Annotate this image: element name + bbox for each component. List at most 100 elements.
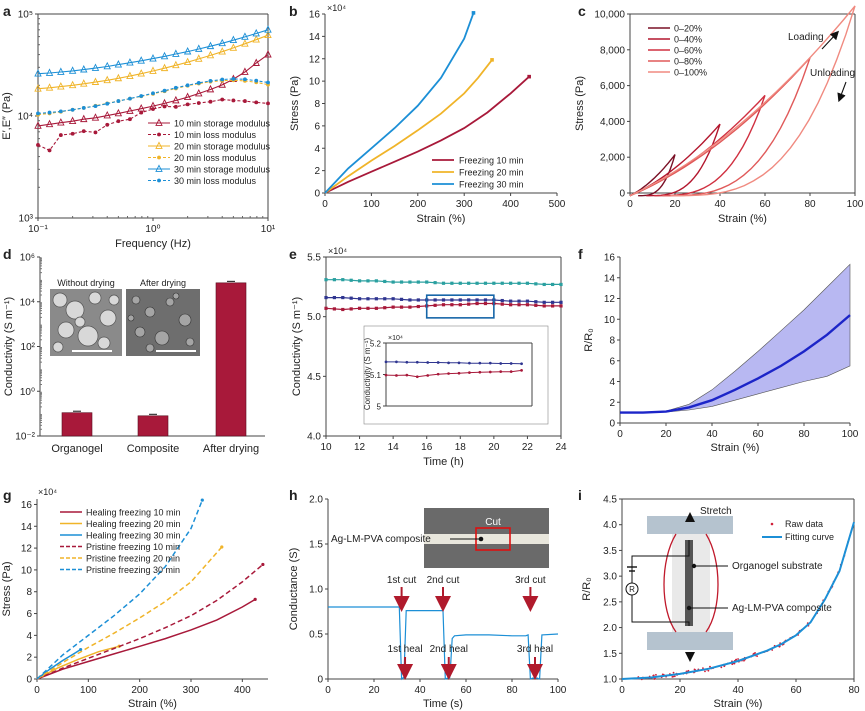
data-point [509, 370, 513, 374]
data-point-triangle [172, 60, 180, 69]
legend-label: 20 min loss modulus [174, 153, 257, 163]
data-point-square [483, 301, 488, 306]
data-point-square [341, 295, 345, 300]
y-tick-label: 1.0 [309, 585, 323, 596]
data-point-square [441, 281, 446, 285]
data-point [185, 102, 190, 107]
y-tick-label: 0 [317, 675, 323, 686]
data-point-square [559, 304, 563, 308]
data-point-square [374, 306, 378, 310]
y-tick-label: 5.5 [307, 253, 321, 264]
data-point [499, 370, 503, 374]
x-axis-label: Strain (%) [714, 698, 763, 710]
data-point-square [534, 303, 538, 307]
raw-data-point [673, 675, 676, 678]
panel-letter-i: i [578, 487, 582, 503]
data-point-triangle [229, 35, 238, 44]
data-point-square [374, 279, 378, 283]
data-point [415, 360, 419, 364]
data-point [93, 130, 98, 135]
x-tick-label: 40 [714, 199, 726, 210]
inset-chart: 5 5.1 5.2 ×10⁴ Conductivity (S m⁻¹) [363, 325, 549, 425]
y-tick-label: 3.0 [603, 572, 617, 583]
x-tick-label: 10¹ [261, 224, 276, 235]
data-point [81, 106, 86, 110]
legend-label: 20 min storage modulus [174, 142, 271, 152]
data-point [157, 178, 161, 183]
data-point-triangle [264, 30, 272, 39]
sem-particle [65, 300, 85, 320]
data-point-square [366, 297, 370, 301]
y-axis-label: Conductivity (S m⁻¹) [3, 297, 15, 396]
y-tick-label: 12 [309, 54, 321, 65]
legend-label: 10 min loss modulus [174, 130, 257, 140]
series-line [36, 499, 203, 680]
data-point [243, 99, 247, 104]
data-point [81, 129, 86, 134]
legend-label: Freezing 10 min [459, 156, 524, 166]
raw-data-point [671, 675, 674, 678]
data-point-square [416, 298, 420, 302]
y-multiplier: ×10⁴ [328, 246, 347, 256]
data-point [128, 117, 132, 122]
data-point-square [341, 307, 345, 312]
y-tick-label: 14 [309, 32, 321, 43]
y-axis-label: Stress (Pa) [289, 76, 301, 131]
data-point [395, 374, 398, 377]
mean-line [620, 314, 851, 414]
unloading-arrow [837, 81, 847, 103]
data-point-square [500, 298, 504, 303]
sem-particle [144, 306, 156, 318]
y-tick-label: 5 [377, 403, 382, 412]
data-point-square [441, 303, 446, 307]
y-tick-label: 2,000 [600, 153, 625, 164]
legend-label: 0–40% [674, 35, 702, 45]
data-point [509, 362, 513, 365]
data-point [478, 361, 482, 365]
fitting-curve [621, 521, 855, 680]
y-tick-label: 5.2 [370, 340, 382, 349]
data-point [457, 371, 461, 375]
cut-annotation: 3rd cut [515, 575, 546, 586]
x-tick-label: 20 [669, 199, 681, 210]
x-tick-label: 100 [847, 199, 864, 210]
data-point-square [490, 58, 494, 62]
axes-frame [36, 499, 268, 680]
data-point-triangle [91, 77, 100, 85]
series-line [324, 75, 530, 194]
data-point-square [433, 298, 437, 302]
series-line [36, 546, 223, 680]
y-tick-label: 0 [609, 419, 615, 430]
legend-swatch-raw [770, 522, 774, 526]
heal-annotation: 1st heal [388, 644, 423, 655]
data-point-triangle [45, 119, 54, 128]
x-tick-label: 500 [549, 199, 566, 210]
inset-y-multiplier: ×10⁴ [388, 335, 403, 342]
data-point-square [408, 280, 412, 284]
data-point-square [500, 302, 504, 306]
data-point [478, 370, 482, 374]
y-tick-label: 10,000 [594, 10, 625, 21]
data-point [36, 111, 40, 116]
y-tick-label: 8 [609, 336, 615, 347]
data-point-square [525, 299, 530, 303]
series-line [37, 98, 269, 152]
bar [137, 415, 169, 437]
sem-particle [88, 291, 102, 305]
data-point-square [332, 295, 336, 300]
data-point [231, 98, 236, 103]
data-point-square [467, 302, 471, 306]
x-tick-label: 14 [388, 442, 400, 453]
data-point-triangle [218, 38, 226, 47]
data-point [426, 361, 430, 364]
data-point-square [441, 298, 446, 302]
y-tick-label: 16 [309, 10, 321, 21]
data-point [520, 369, 523, 372]
legend-label: 10 min storage modulus [174, 119, 271, 129]
panel-i-resistance-fit-chart: 0 20 40 60 80 1.0 1.5 2.0 2.5 3.0 3.5 4.0 4.5 Strain … [581, 495, 860, 711]
raw-data-point [702, 667, 704, 670]
sample-photo-inset: Cut [424, 508, 549, 568]
sem-particle [127, 314, 135, 322]
